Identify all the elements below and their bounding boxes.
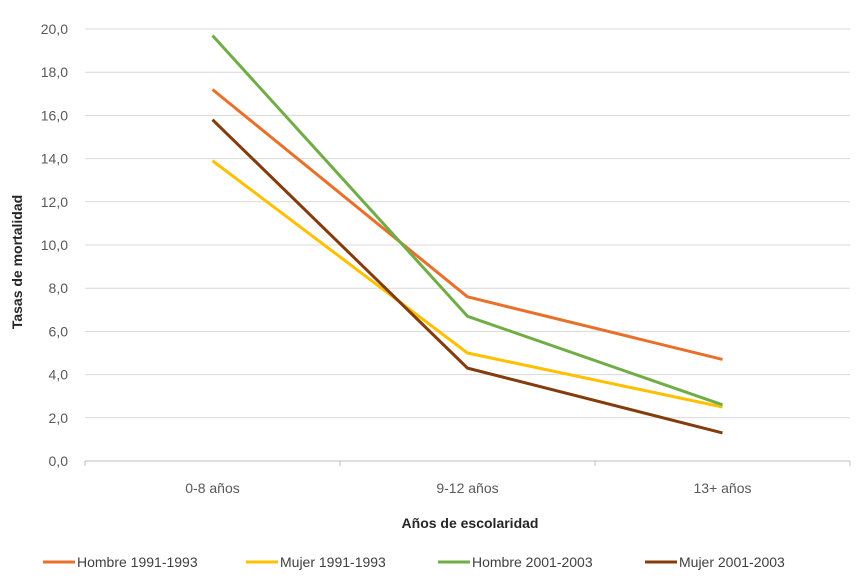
y-tick-label: 20,0 (41, 21, 68, 37)
series-line-3 (211, 34, 723, 407)
series-lines (211, 34, 723, 435)
legend-label: Hombre 2001-2003 (472, 554, 593, 570)
y-tick-label: 0,0 (49, 453, 69, 469)
x-tick-label: 0-8 años (185, 480, 239, 496)
series-line-1 (211, 88, 723, 361)
y-tick-label: 10,0 (41, 237, 68, 253)
series-line-4 (211, 118, 723, 435)
series-line-2 (211, 159, 723, 409)
legend-label: Hombre 1991-1993 (77, 554, 198, 570)
legend: Hombre 1991-1993 Mujer 1991-1993 Hombre 20… (43, 554, 785, 570)
y-tick-label: 2,0 (49, 410, 69, 426)
y-tick-label: 8,0 (49, 280, 69, 296)
y-tick-label: 12,0 (41, 194, 68, 210)
y-tick-label: 4,0 (49, 367, 69, 383)
y-tick-label: 16,0 (41, 107, 68, 123)
gridlines (85, 28, 850, 462)
y-tick-label: 14,0 (41, 151, 68, 167)
y-tick-label: 6,0 (49, 323, 69, 339)
x-axis-ticks: 0-8 años 9-12 años 13+ años (84, 461, 851, 496)
legend-label: Mujer 1991-1993 (280, 554, 386, 570)
y-axis-ticks: 0,0 2,0 4,0 6,0 8,0 10,0 12,0 14,0 16,0 18,0 20,0 (41, 21, 68, 469)
x-tick-label: 13+ años (694, 480, 752, 496)
x-axis-title: Años de escolaridad (402, 515, 539, 531)
x-tick-label: 9-12 años (436, 480, 498, 496)
legend-label: Mujer 2001-2003 (679, 554, 785, 570)
y-tick-label: 18,0 (41, 64, 68, 80)
y-axis-title: Tasas de mortalidad (9, 195, 25, 329)
